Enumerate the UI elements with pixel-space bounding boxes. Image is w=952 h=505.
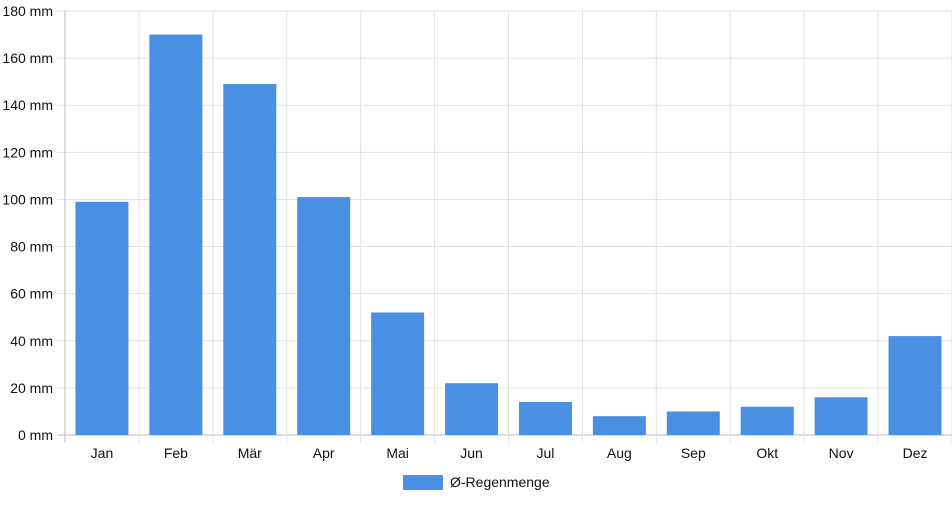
y-tick-label: 160 mm xyxy=(2,50,53,66)
y-tick-label: 180 mm xyxy=(2,3,53,19)
x-tick-label: Jan xyxy=(91,445,114,461)
bars xyxy=(75,34,942,436)
bar-nov[interactable] xyxy=(814,397,868,435)
bar-aug[interactable] xyxy=(592,416,646,435)
x-tick-label: Feb xyxy=(164,445,188,461)
y-tick-label: 100 mm xyxy=(2,191,53,207)
y-tick-label: 80 mm xyxy=(10,239,53,255)
legend-label: Ø-Regenmenge xyxy=(450,474,550,490)
x-tick-label: Sep xyxy=(681,445,706,461)
x-tick-label: Jun xyxy=(460,445,483,461)
y-tick-label: 120 mm xyxy=(2,144,53,160)
y-tick-label: 40 mm xyxy=(10,333,53,349)
x-tick-label: Mär xyxy=(238,445,262,461)
x-tick-label: Apr xyxy=(313,445,335,461)
x-tick-label: Dez xyxy=(903,445,928,461)
bar-apr[interactable] xyxy=(297,197,351,435)
legend-swatch xyxy=(403,475,443,490)
legend[interactable]: Ø-Regenmenge xyxy=(403,474,550,490)
x-tick-label: Mai xyxy=(386,445,409,461)
bar-sep[interactable] xyxy=(666,411,720,435)
bar-jun[interactable] xyxy=(445,383,499,435)
x-tick-label: Jul xyxy=(537,445,555,461)
y-tick-label: 140 mm xyxy=(2,97,53,113)
y-tick-label: 20 mm xyxy=(10,380,53,396)
bar-dez[interactable] xyxy=(888,336,942,435)
x-tick-label: Okt xyxy=(756,445,778,461)
bar-okt[interactable] xyxy=(740,406,794,435)
x-tick-label: Aug xyxy=(607,445,632,461)
bar-jul[interactable] xyxy=(518,402,572,435)
bar-feb[interactable] xyxy=(149,34,203,436)
y-axis-tick-labels: 0 mm 20 mm 40 mm 60 mm 80 mm 100 mm 120 mm 140 … xyxy=(2,3,53,443)
x-tick-label: Nov xyxy=(829,445,854,461)
bar-mär[interactable] xyxy=(223,84,277,436)
y-tick-label: 0 mm xyxy=(18,427,53,443)
bar-mai[interactable] xyxy=(371,312,425,435)
y-tick-label: 60 mm xyxy=(10,286,53,302)
bar-jan[interactable] xyxy=(75,201,129,435)
x-axis-tick-labels: Jan Feb Mär Apr Mai Jun Jul Aug Sep Okt Nov Dez xyxy=(91,445,928,461)
